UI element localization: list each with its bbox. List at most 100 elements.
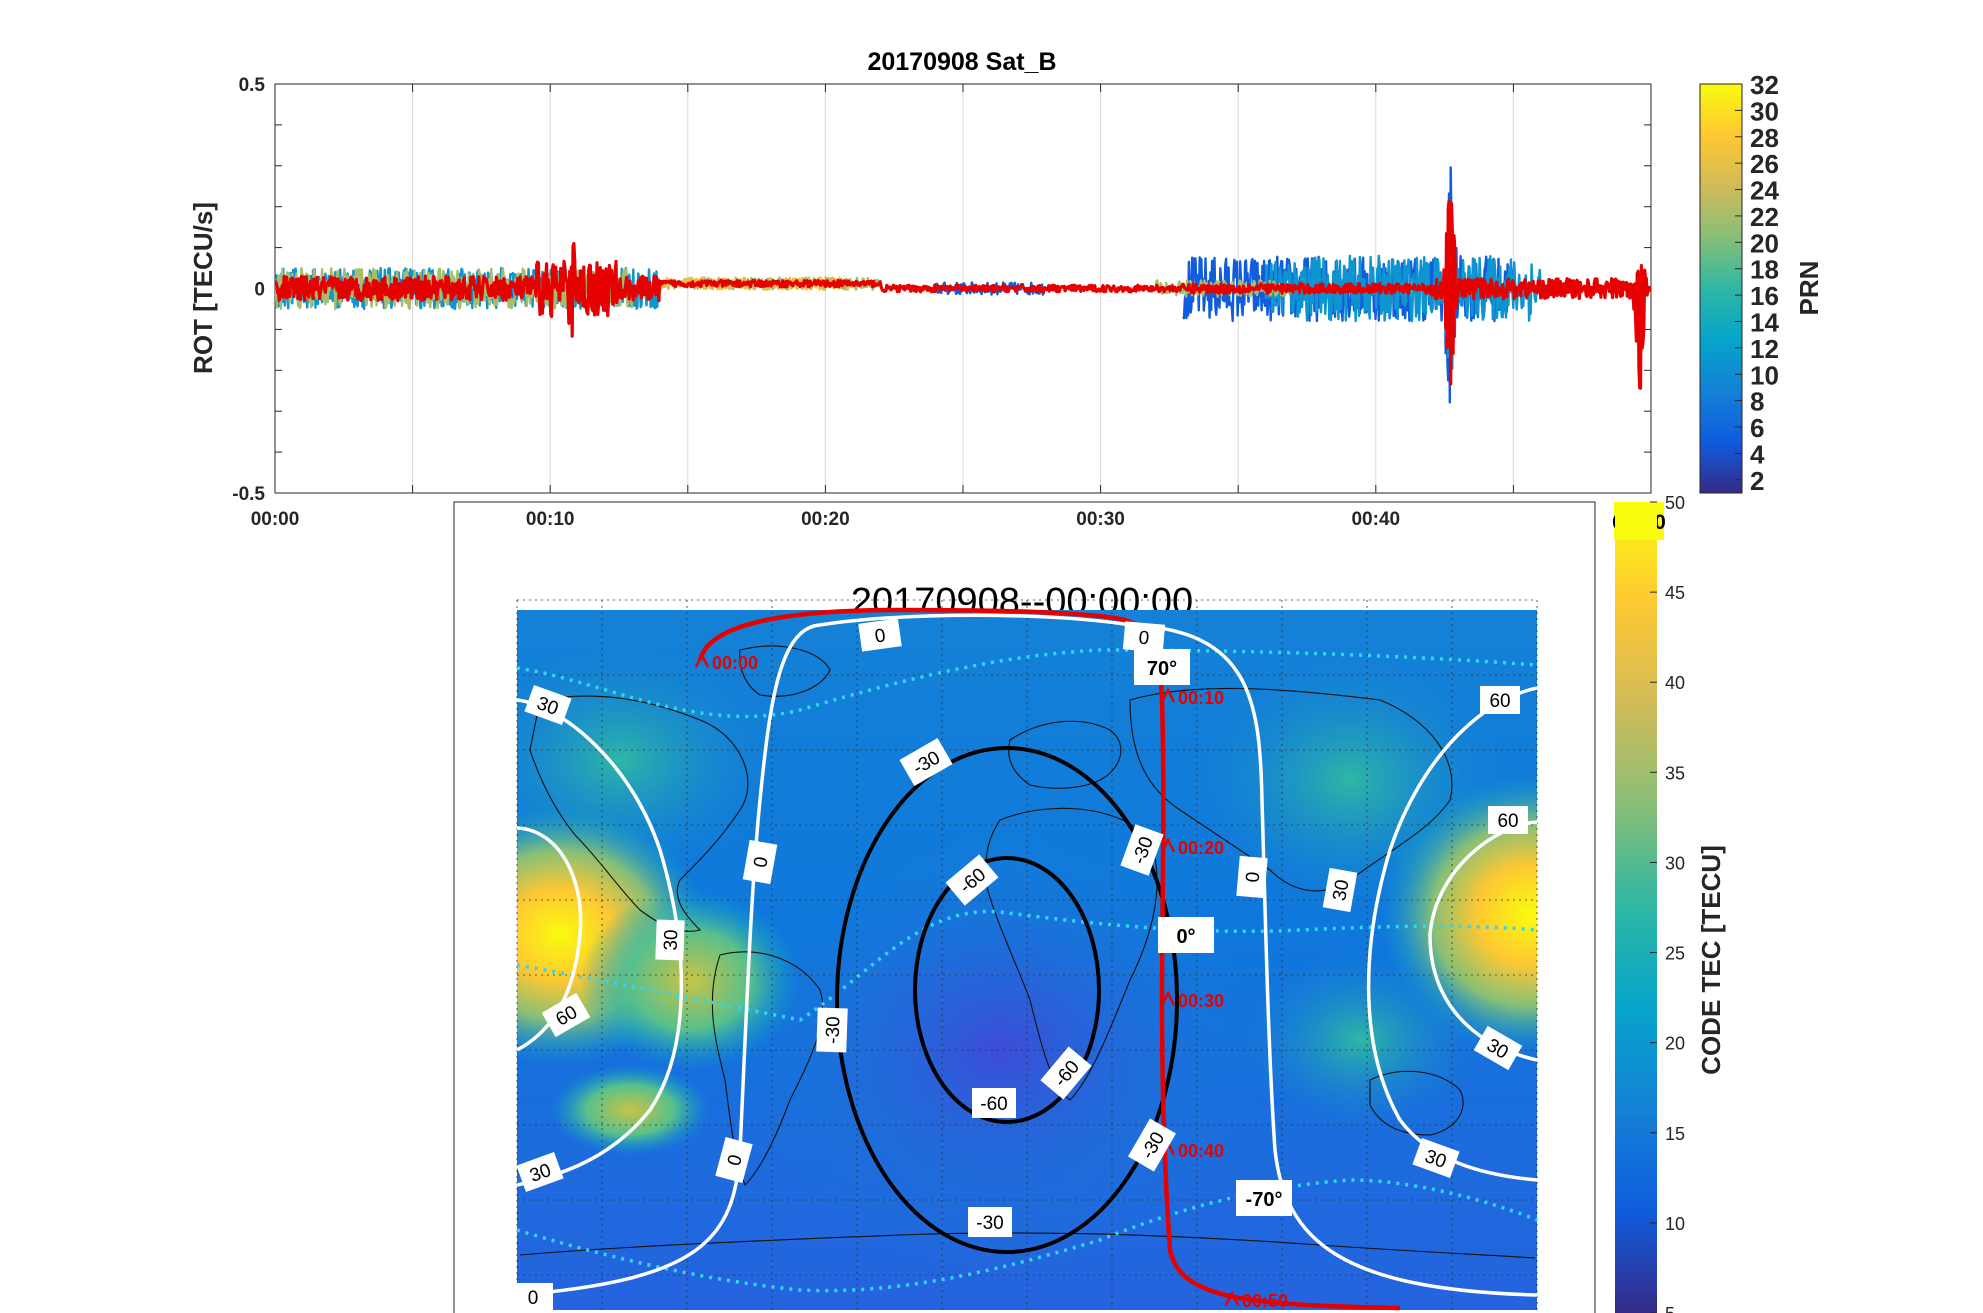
contour-label: -60 xyxy=(972,1088,1016,1118)
track-time-label: 00:20 xyxy=(1178,838,1224,858)
rot-title: 20170908 Sat_B xyxy=(867,48,1056,76)
coast-asia xyxy=(1129,687,1453,892)
contour-label-box xyxy=(1480,686,1520,714)
contour-label: -30 xyxy=(1128,1118,1176,1172)
black-contours xyxy=(835,746,1179,1254)
prn-tick-label: 30 xyxy=(1750,96,1779,126)
rot-x-tick-label: 00:30 xyxy=(1076,509,1125,530)
contour-label: 0 xyxy=(715,1137,753,1183)
contour-label-box xyxy=(1120,824,1164,876)
contour-label: 0 xyxy=(1122,621,1166,653)
contour-0-top xyxy=(819,613,1131,627)
contour-label: 0 xyxy=(858,618,902,652)
contour-60-west xyxy=(517,826,583,1052)
prn-tick-label: 26 xyxy=(1750,149,1779,179)
rot-x-tick-label: 00:00 xyxy=(251,509,300,530)
contour-label: 0 xyxy=(513,1283,553,1311)
contour-label-box xyxy=(968,1207,1012,1237)
tec-tick-label: 10 xyxy=(1665,1214,1685,1234)
contour-label-text: 0 xyxy=(724,1153,747,1169)
rot-series-highlight xyxy=(275,199,1651,390)
contour-label: 60 xyxy=(541,992,591,1038)
contour-label-box xyxy=(972,1088,1016,1118)
tec-tick-label: 40 xyxy=(1665,673,1685,693)
tec-high-region xyxy=(580,890,800,1070)
track-time-label: 00:30 xyxy=(1178,991,1224,1011)
rot-x-tick-label: 00:40 xyxy=(1351,509,1400,530)
prn-tick-label: 32 xyxy=(1750,70,1779,100)
contour-label-box xyxy=(1122,621,1166,653)
tec-tick-label: 25 xyxy=(1665,944,1685,964)
contour-label-text: 0 xyxy=(528,1288,539,1309)
contour-label-box xyxy=(1488,806,1528,834)
tec-mid-region xyxy=(550,1065,710,1155)
contour-label-box xyxy=(1473,1025,1523,1071)
contour-label-text: -30 xyxy=(976,1213,1003,1234)
contour-label-box xyxy=(655,919,685,961)
track-arrow-icon xyxy=(1160,990,1176,1006)
contour-label-box xyxy=(899,738,953,786)
dip-line-south xyxy=(517,1178,1537,1293)
tec-colorbar-ticks: 50 45 40 35 30 25 20 15 10 5 xyxy=(1650,493,1685,1313)
track-arrow-icon xyxy=(694,652,710,668)
latitude-label-box xyxy=(1236,1180,1292,1216)
tec-low-region xyxy=(740,830,1260,1270)
contour-label-box xyxy=(1128,1118,1176,1172)
contour-label: 60 xyxy=(1480,686,1520,714)
contour-label: 0 xyxy=(742,839,778,885)
rot-lines xyxy=(275,166,1651,404)
contour-label-box xyxy=(513,1283,553,1311)
contour-label: 30 xyxy=(516,1152,564,1192)
prn-tick-label: 2 xyxy=(1750,466,1764,496)
track-time-label: 00:00 xyxy=(712,653,758,673)
prn-tick-label: 16 xyxy=(1750,281,1779,311)
satellite-track xyxy=(697,607,1401,1311)
contour-0-west xyxy=(517,623,821,1297)
prn-colorbar-bar xyxy=(1699,83,1743,494)
prn-tick-label: 22 xyxy=(1750,202,1779,232)
contour-label-text: -30 xyxy=(823,1016,845,1044)
latitude-label-text: 0° xyxy=(1176,926,1195,948)
contour-label-box xyxy=(742,839,778,885)
contour-label-box xyxy=(1236,855,1268,899)
prn-tick-label: 8 xyxy=(1750,387,1764,417)
prn-colorbar-label: PRN xyxy=(1794,261,1824,316)
rot-ytick-labels: 0.5 0 -0.5 xyxy=(232,75,265,505)
dip-lines xyxy=(517,648,1537,1293)
contour-label-text: 60 xyxy=(1497,811,1518,832)
contour-label-text: 30 xyxy=(661,929,683,951)
tec-colorbar: 50 45 40 35 30 25 20 15 10 5 CODE TEC [TECU] xyxy=(1615,493,1726,1313)
coast-north-america xyxy=(529,695,749,932)
contour-label-box xyxy=(541,992,591,1038)
latitude-label-text: -70° xyxy=(1246,1189,1283,1211)
contour-minus-30 xyxy=(835,746,1179,1254)
latitude-label: -70° xyxy=(1236,1180,1292,1216)
rot-x-tick-label: 00:10 xyxy=(526,509,575,530)
rot-y-axis-label: ROT [TECU/s] xyxy=(188,202,218,374)
contour-minus-60 xyxy=(913,856,1101,1124)
track-time-label: 00:50 xyxy=(1242,1291,1288,1311)
tec-mid-region xyxy=(1240,950,1480,1130)
contour-label: -30 xyxy=(1120,824,1164,876)
rot-xtick-labels: 00:00 00:10 00:20 00:30 00:40 xyxy=(251,509,1400,530)
latitude-label: 70° xyxy=(1134,649,1190,685)
dip-line-equator xyxy=(517,909,1537,1022)
contour-label-box xyxy=(1412,1138,1460,1178)
contour-label-text: 60 xyxy=(1489,691,1510,712)
contour-label-box xyxy=(516,1152,564,1192)
track-time-label: 00:10 xyxy=(1178,688,1224,708)
prn-tick-label: 28 xyxy=(1750,123,1779,153)
tec-tick-label: 15 xyxy=(1665,1124,1685,1144)
prn-tick-label: 10 xyxy=(1750,360,1779,390)
latitude-label-box xyxy=(1158,917,1214,953)
tec-tick-label: 20 xyxy=(1665,1034,1685,1054)
prn-tick-label: 20 xyxy=(1750,228,1779,258)
contour-label: 30 xyxy=(655,919,685,961)
contour-label-text: -60 xyxy=(980,1094,1007,1115)
rot-x-tick-label: 00:20 xyxy=(801,509,850,530)
coast-europe xyxy=(1008,720,1122,789)
rot-y-tick-label: 0 xyxy=(254,280,265,301)
